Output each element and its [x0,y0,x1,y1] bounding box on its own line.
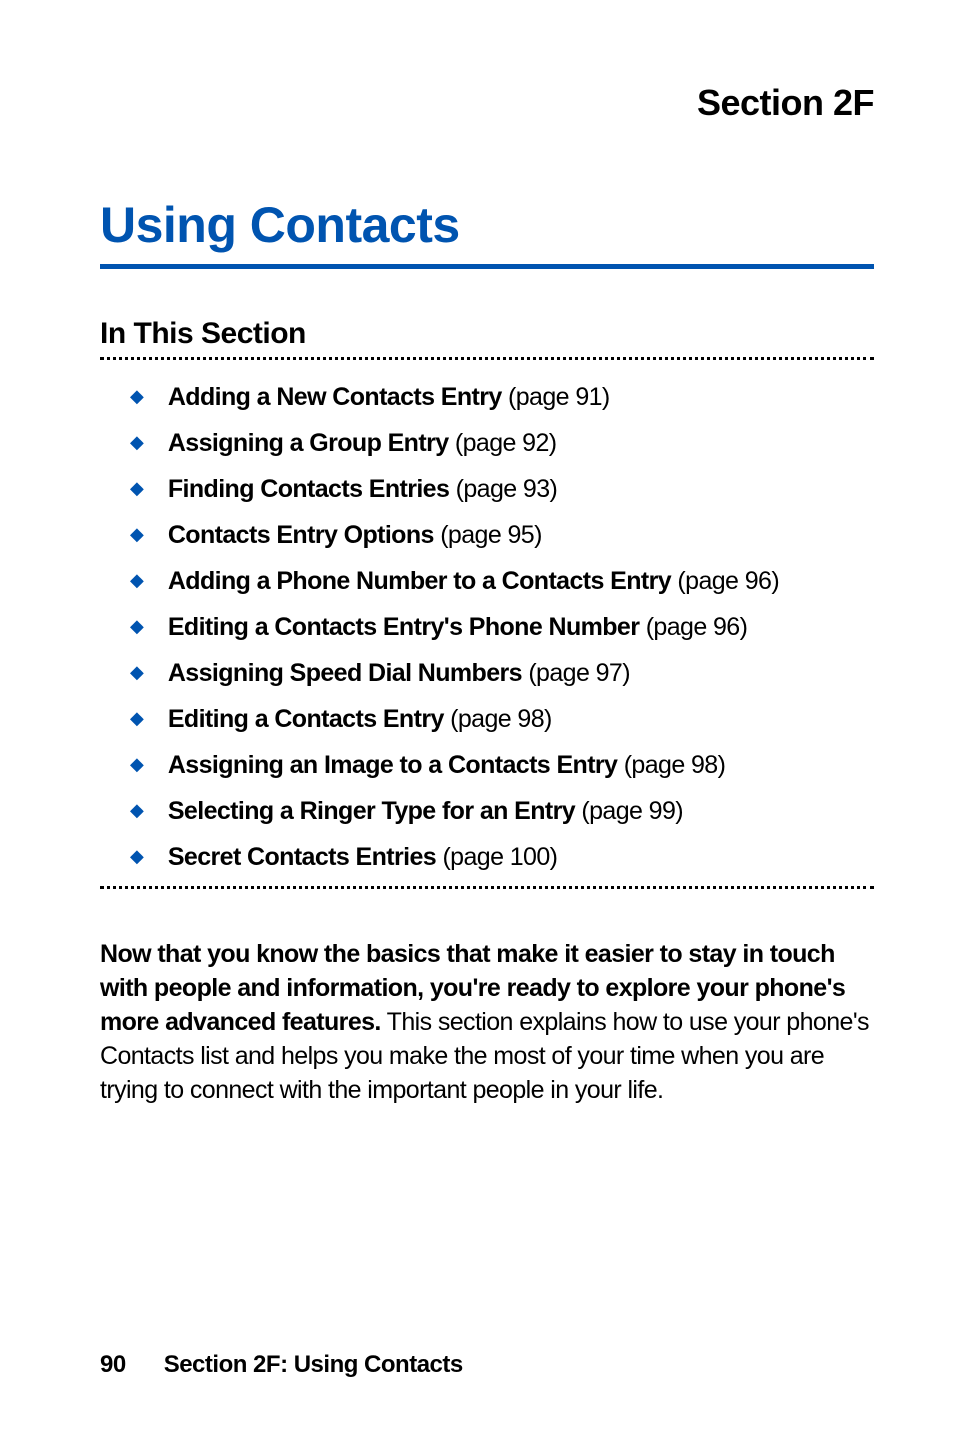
toc-ref: (page 97) [522,659,630,687]
diamond-bullet-icon: ◆ [130,428,144,456]
toc-item: ◆ Editing a Contacts Entry's Phone Numbe… [100,604,874,650]
diamond-bullet-icon: ◆ [130,520,144,548]
diamond-bullet-icon: ◆ [130,566,144,594]
toc-label: Adding a Phone Number to a Contacts Entr… [168,567,671,595]
toc-label: Finding Contacts Entries [168,475,449,503]
toc-text: Assigning an Image to a Contacts Entry (… [168,750,725,780]
toc-label: Assigning an Image to a Contacts Entry [168,751,618,779]
diamond-bullet-icon: ◆ [130,796,144,824]
toc-item: ◆ Selecting a Ringer Type for an Entry (… [100,788,874,834]
dotted-rule-bottom [100,886,874,889]
toc-text: Selecting a Ringer Type for an Entry (pa… [168,796,683,826]
diamond-bullet-icon: ◆ [130,382,144,410]
toc-ref: (page 99) [575,797,683,825]
diamond-bullet-icon: ◆ [130,474,144,502]
toc-label: Editing a Contacts Entry [168,705,444,733]
page: Section 2F Using Contacts In This Sectio… [0,0,954,1431]
page-number: 90 [100,1351,126,1379]
toc-text: Contacts Entry Options (page 95) [168,520,542,550]
diamond-bullet-icon: ◆ [130,704,144,732]
toc-label: Adding a New Contacts Entry [168,383,502,411]
toc-text: Adding a Phone Number to a Contacts Entr… [168,566,779,596]
toc-list: ◆ Adding a New Contacts Entry (page 91) … [100,374,874,880]
toc-item: ◆ Secret Contacts Entries (page 100) [100,834,874,880]
dotted-rule-top [100,357,874,360]
toc-item: ◆ Assigning an Image to a Contacts Entry… [100,742,874,788]
running-head: Section 2F: Using Contacts [164,1351,463,1378]
in-this-section-heading: In This Section [100,317,874,351]
toc-label: Selecting a Ringer Type for an Entry [168,797,575,825]
toc-item: ◆ Assigning Speed Dial Numbers (page 97) [100,650,874,696]
toc-item: ◆ Adding a New Contacts Entry (page 91) [100,374,874,420]
toc-label: Contacts Entry Options [168,521,434,549]
toc-ref: (page 95) [434,521,542,549]
toc-item: ◆ Adding a Phone Number to a Contacts En… [100,558,874,604]
toc-ref: (page 92) [449,429,557,457]
page-title: Using Contacts [100,196,874,254]
toc-ref: (page 91) [502,383,610,411]
toc-text: Assigning a Group Entry (page 92) [168,428,557,458]
toc-label: Editing a Contacts Entry's Phone Number [168,613,640,641]
toc-ref: (page 98) [444,705,552,733]
toc-label: Secret Contacts Entries [168,843,436,871]
toc-text: Editing a Contacts Entry's Phone Number … [168,612,747,642]
toc-text: Assigning Speed Dial Numbers (page 97) [168,658,630,688]
toc-ref: (page 96) [671,567,779,595]
toc-label: Assigning Speed Dial Numbers [168,659,522,687]
diamond-bullet-icon: ◆ [130,842,144,870]
toc-text: Finding Contacts Entries (page 93) [168,474,557,504]
toc-text: Secret Contacts Entries (page 100) [168,842,558,872]
intro-paragraph: Now that you know the basics that make i… [100,937,874,1107]
toc-label: Assigning a Group Entry [168,429,449,457]
section-label: Section 2F [100,82,874,124]
diamond-bullet-icon: ◆ [130,612,144,640]
toc-item: ◆ Editing a Contacts Entry (page 98) [100,696,874,742]
toc-ref: (page 98) [617,751,725,779]
diamond-bullet-icon: ◆ [130,658,144,686]
diamond-bullet-icon: ◆ [130,750,144,778]
toc-item: ◆ Assigning a Group Entry (page 92) [100,420,874,466]
title-rule [100,264,874,269]
toc-text: Editing a Contacts Entry (page 98) [168,704,552,734]
toc-ref: (page 100) [436,843,557,871]
toc-text: Adding a New Contacts Entry (page 91) [168,382,610,412]
toc-item: ◆ Contacts Entry Options (page 95) [100,512,874,558]
toc-ref: (page 93) [449,475,557,503]
toc-ref: (page 96) [639,613,747,641]
toc-item: ◆ Finding Contacts Entries (page 93) [100,466,874,512]
page-footer: 90 Section 2F: Using Contacts [100,1351,463,1379]
